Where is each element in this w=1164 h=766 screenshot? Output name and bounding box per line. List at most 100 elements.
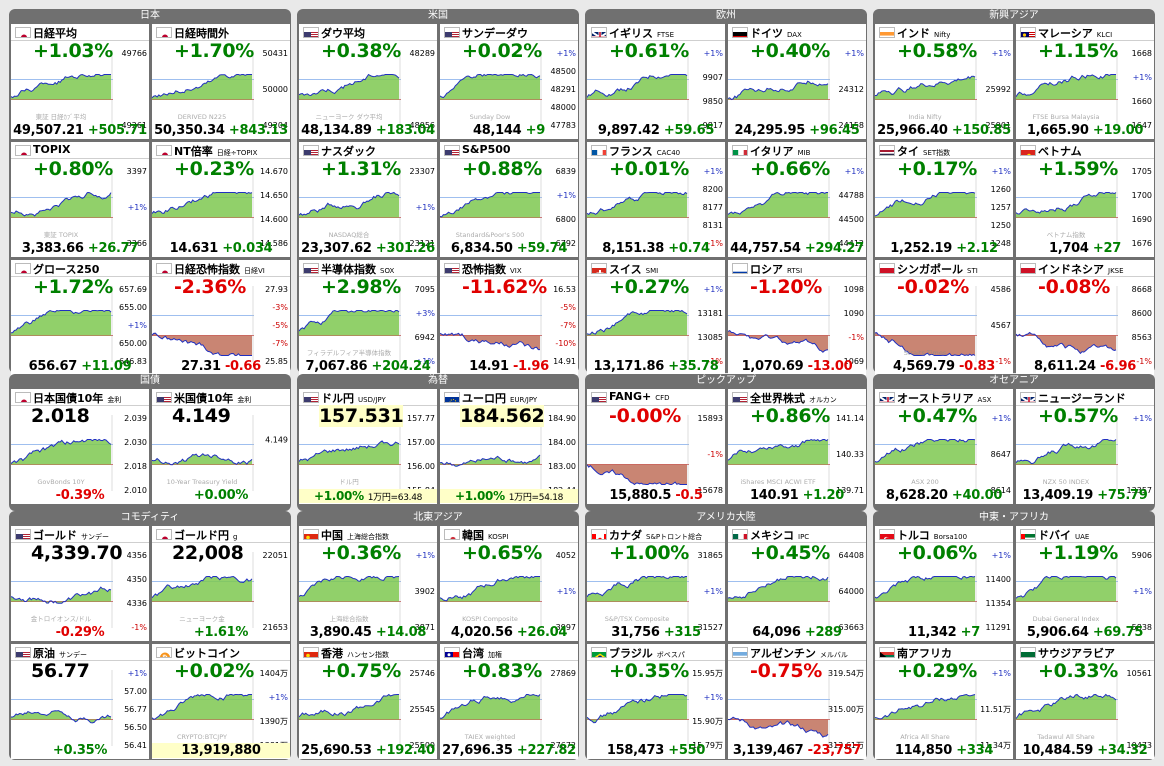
- card-header: 香港 ハンセン指数: [299, 644, 437, 661]
- market-card[interactable]: FTSE Bursa Malaysia 1668 +1% 1660 1647 マレーシア…: [1016, 24, 1154, 139]
- axis-label: 139.71: [836, 486, 864, 495]
- price-row: 64,096 +289: [728, 625, 866, 640]
- axis-label: +1%: [128, 203, 148, 212]
- market-card[interactable]: Standard&Poor's 500 6839 +1% 6800 6792 S&P50…: [440, 142, 578, 257]
- market-card[interactable]: GovBonds 10Y 2.039 2.030 2.018 2.010 日本国債10年…: [11, 389, 149, 504]
- market-card[interactable]: 657.69 655.00 +1% 650.00 646.83 グロース250 +1.7…: [11, 260, 149, 375]
- last-price: 48,134.89: [301, 123, 372, 138]
- market-card[interactable]: +1% 44788 44500 44412 イタリア MIB +0.66% 44,757…: [728, 142, 866, 257]
- market-card[interactable]: +1% 13181 13085 -1% スイス SMI +0.27% 13,171.86…: [587, 260, 725, 375]
- last-price: 3,139,467: [732, 743, 804, 758]
- market-card[interactable]: Africa All Share +1% 11.51万 11.34万 南アフリカ +0…: [875, 644, 1013, 759]
- us-flag-icon: [732, 392, 748, 403]
- market-card[interactable]: +1% 57.00 56.77 56.50 56.41 原油 サンデー 56.77 +0.…: [11, 644, 149, 759]
- market-card[interactable]: Sunday Dow +1% 48500 48291 48000 47783 サンデーダウ…: [440, 24, 578, 139]
- axis-label: 9907: [703, 73, 723, 82]
- price-row: 31,756 +315: [587, 625, 725, 640]
- sa-flag-icon: [1020, 647, 1036, 658]
- price-row: 1,252.19 +2.12: [875, 241, 1013, 256]
- market-card[interactable]: 15.95万 +1% 15.90万 15.79万 ブラジル ボベスパ +0.35% 15…: [587, 644, 725, 759]
- market-card[interactable]: 1098 1090 -1% 1069 ロシア RTSI -1.20% 1,070.69 …: [728, 260, 866, 375]
- market-code: ボベスパ: [656, 651, 685, 659]
- chart-area: [440, 333, 540, 350]
- btc-flag-icon: ₿: [156, 647, 172, 658]
- market-card[interactable]: 14.670 14.650 14.600 14.586 NT倍率 日経÷TOPIX +0…: [152, 142, 290, 257]
- market-card[interactable]: KOSPI Composite 4052 +1% 3997 韓国 KOSPI +0.65…: [440, 526, 578, 641]
- card-header: ドイツ DAX: [728, 24, 866, 41]
- market-card[interactable]: 東証 日経ｶﾌﾞ平均 49766 49261 日経平均 +1.03% 49,507.…: [11, 24, 149, 139]
- last-price: 158,473: [606, 743, 665, 758]
- change-percent: -0.75%: [750, 660, 823, 682]
- axis-label: 5838: [1132, 623, 1152, 632]
- axis-label: 8600: [1132, 309, 1152, 318]
- chart-line: [728, 575, 829, 599]
- ch-flag-icon: [591, 263, 607, 274]
- price-change: +843.13: [228, 123, 288, 138]
- mx-flag-icon: [732, 529, 748, 540]
- chart-watermark: KOSPI Composite: [462, 615, 518, 623]
- chart-line: [728, 191, 828, 215]
- axis-label: 1668: [1132, 49, 1152, 58]
- price-row: 6,834.50 +59.74: [440, 241, 578, 256]
- market-card[interactable]: 64408 64000 63663 メキシコ IPC +0.45% 64,096 +2…: [728, 526, 866, 641]
- market-card[interactable]: Straits Times 4586 4567 -1% シンガポール STI -0.02…: [875, 260, 1013, 375]
- axis-label: 3397: [127, 167, 147, 176]
- axis-label: 1660: [1132, 97, 1152, 106]
- current-value: 56.77: [31, 660, 90, 682]
- last-price: 9,897.42: [597, 123, 660, 138]
- chart-line: [587, 191, 688, 216]
- market-card[interactable]: ASX 200 +1% 8647 8614 オーストラリア ASX +0.47% 8,6…: [875, 389, 1013, 504]
- market-card[interactable]: TAIEX weighted 27869 27672 台湾 加権 +0.83% 27,…: [440, 644, 578, 759]
- market-card[interactable]: フィラデルフィア半導体指数 7095 +3% 6942 +1% 半導体指数 SOX +2.…: [299, 260, 437, 375]
- market-card[interactable]: Dubai General Index 5906 +1% 5838 ドバイ UAE +1…: [1016, 526, 1154, 641]
- market-card[interactable]: ベトナム指数 1705 1700 1690 1676 ベトナム +1.59% 1,704…: [1016, 142, 1154, 257]
- market-card[interactable]: 319.54万 315.00万 313.61万 アルゼンチン メルバル -0.75% …: [728, 644, 866, 759]
- market-card[interactable]: +1% 11400 11354 11291 トルコ Borsa100 +0.06% 11…: [875, 526, 1013, 641]
- panel-me_africa: 中東・アフリカ +1% 11400 11354 11291 トルコ Borsa100 +…: [873, 511, 1155, 760]
- market-card[interactable]: +1% 1260 1257 1250 1248 タイ SET指数 +0.17% 1,252…: [875, 142, 1013, 257]
- change-percent: +0.17%: [897, 158, 978, 180]
- axis-label: +1%: [704, 49, 724, 58]
- market-card[interactable]: 16.53 -5% -7% -10% 14.91 恐怖指数 VIX -11.62% 14.…: [440, 260, 578, 375]
- chart-line: [587, 74, 688, 98]
- market-card[interactable]: India Nifty +1% 25992 25901 インド Nifty +0.58%…: [875, 24, 1013, 139]
- axis-label: 14.650: [260, 191, 288, 200]
- price-change: +183.04: [375, 123, 435, 138]
- chart-area: [875, 439, 975, 465]
- market-card[interactable]: S&P/TSX Composite 31865 +1% 31527 カナダ S&Pトロン…: [587, 526, 725, 641]
- change-percent: -2.36%: [174, 276, 247, 298]
- market-card[interactable]: 8668 8600 8563 -1% インドネシア JKSE -0.08% 8,611.…: [1016, 260, 1154, 375]
- market-card[interactable]: iShares MSCI ACWI ETF 141.14 140.33 139.71 …: [728, 389, 866, 504]
- market-card[interactable]: 25746 25545 25500 香港 ハンセン指数 +0.75% 25,690.5…: [299, 644, 437, 759]
- market-card[interactable]: 金トロイオンス/ドル 4356 4350 4336 -1% ゴールド サンデー 4,339…: [11, 526, 149, 641]
- market-card[interactable]: 10-Year Treasury Yield 4.149 米国債10年 金利 4.1…: [152, 389, 290, 504]
- last-price: 27.31: [181, 359, 221, 374]
- market-card[interactable]: DERIVED N225 50431 50000 49204 日経時間外 +1.70%…: [152, 24, 290, 139]
- chart-line: [1016, 575, 1117, 599]
- mini-chart: 1098 1090 -1% 1069: [728, 278, 866, 375]
- chart-line: [152, 191, 253, 214]
- axis-label: 15.95万: [692, 669, 723, 678]
- market-code: S&Pトロント総合: [646, 533, 703, 541]
- market-card[interactable]: NASDAQ総合 23307 +1% 23121 ナスダック +1.31% 23,30…: [299, 142, 437, 257]
- chart-area: [1016, 576, 1116, 602]
- market-card[interactable]: +1% 8200 8177 8131 -1% フランス CAC40 +0.01% 8,15…: [587, 142, 725, 257]
- market-name: 日経時間外: [174, 27, 229, 40]
- card-header: 韓国 KOSPI: [440, 526, 578, 543]
- market-card[interactable]: Tadawul All Share 10561 10473 サウジアラビア +0.3…: [1016, 644, 1154, 759]
- market-card[interactable]: +1% 24312 24158 ドイツ DAX +0.40% 24,295.95 +9…: [728, 24, 866, 139]
- market-card[interactable]: 上海総合指数 +1% 3902 3871 中国 上海総合指数 +0.36% 3,890.…: [299, 526, 437, 641]
- market-card[interactable]: 15893 -1% 15678 FANG+ CFD -0.00% 15,880.5 -…: [587, 389, 725, 504]
- market-card[interactable]: +1% 9907 9850 9817 イギリス FTSE +0.61% 9,897.42…: [587, 24, 725, 139]
- market-card[interactable]: 27.93 -3% -5% -7% 25.85 日経恐怖指数 日経VI -2.36% 27…: [152, 260, 290, 375]
- price-change: +14.08: [375, 625, 427, 640]
- market-card[interactable]: NZX 50 INDEX +1% 13357 ニュージーランド +0.57% 13,…: [1016, 389, 1154, 504]
- axis-label: 184.00: [548, 438, 576, 447]
- market-card[interactable]: 東証 TOPIX 3397 +1% 3366 TOPIX +0.80% 3,383.6…: [11, 142, 149, 257]
- market-card[interactable]: ニューヨーク ダウ平均 48289 48056 ダウ平均 +0.38% 48,134…: [299, 24, 437, 139]
- price-row: 11,342 +7: [875, 625, 1013, 640]
- market-card[interactable]: ニューヨーク金 22051 21653 ゴールド円 g 22,008 +1.61%: [152, 526, 290, 641]
